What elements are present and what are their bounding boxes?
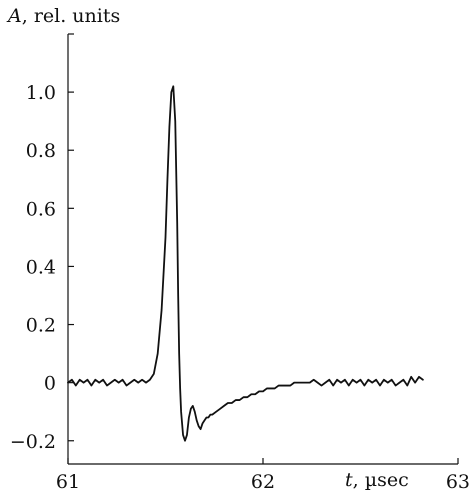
x-axis-label-italic: t: [345, 469, 353, 491]
series-line: [67, 85, 424, 442]
x-axis-label: t, µsec: [345, 469, 409, 491]
x-axis-label-rest: , µsec: [353, 469, 409, 491]
ticks: −0.2 0 0.2 0.4 0.6 0.8 1.0 61 62 63: [10, 33, 470, 493]
x-tick-label: 62: [251, 471, 275, 493]
y-tick-label: 0.6: [26, 198, 56, 220]
y-tick-label: 0: [44, 373, 56, 395]
y-axis-label-italic: A: [6, 5, 22, 27]
y-tick-label: 0.2: [26, 315, 56, 337]
y-tick-label: −0.2: [10, 431, 56, 453]
x-tick-label: 61: [56, 471, 80, 493]
x-tick-label: 63: [446, 471, 470, 493]
axes: [67, 34, 458, 465]
y-tick-label: 0.4: [26, 256, 56, 278]
svg-text:A, rel. units: A, rel. units: [6, 5, 120, 27]
y-tick-label: 0.8: [26, 140, 56, 162]
y-axis-label-rest: , rel. units: [22, 5, 121, 27]
y-axis-label: A, rel. units: [6, 5, 120, 27]
series-layer: [67, 85, 424, 442]
svg-text:t, µsec: t, µsec: [345, 469, 409, 491]
y-tick-label: 1.0: [26, 82, 56, 104]
